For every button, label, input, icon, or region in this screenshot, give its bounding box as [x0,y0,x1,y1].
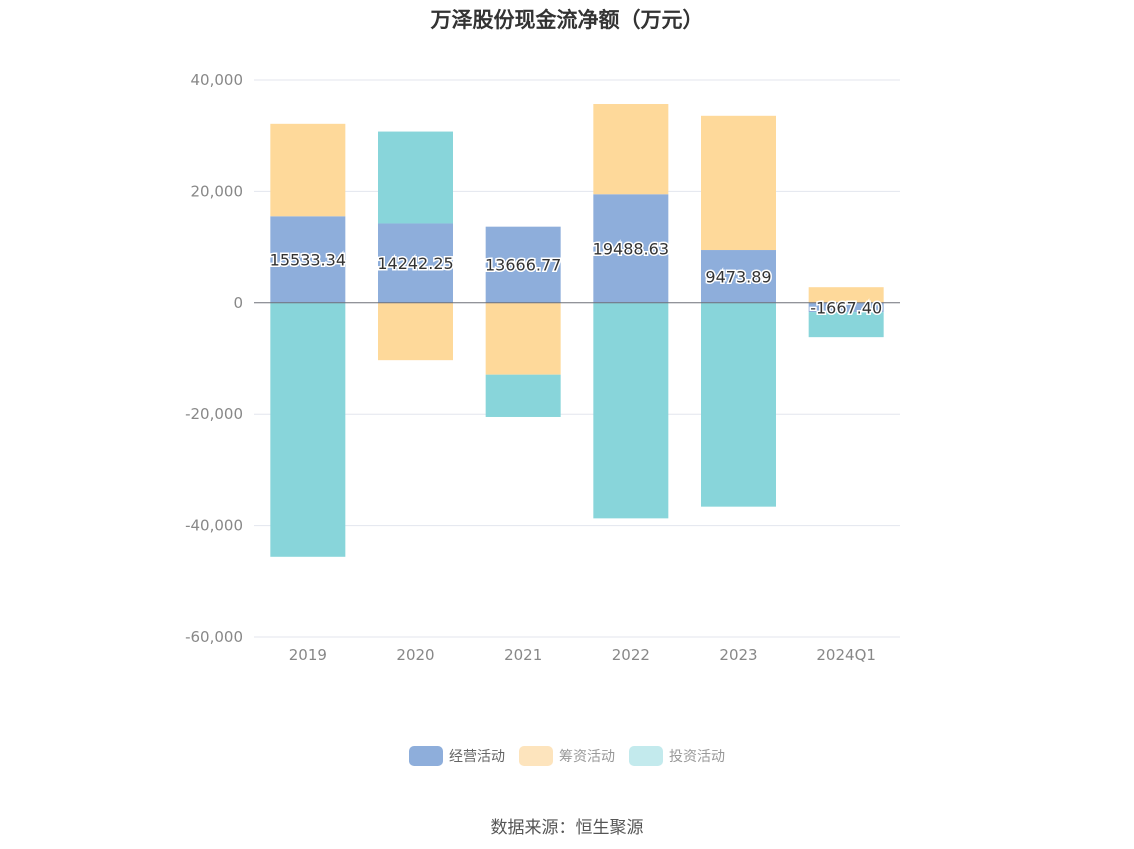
data-label: 19488.63 [593,240,669,259]
legend-swatch-financing [519,746,553,766]
bar-segment [485,226,561,303]
x-tick-label: 2024Q1 [816,646,876,664]
legend-swatch-operating [409,746,443,766]
bar-segment [378,131,453,224]
data-label: -1667.40 [810,298,882,317]
legend: 经营活动 筹资活动 投资活动 [0,746,1134,766]
bar-segment [485,374,561,417]
data-label: 9473.89 [705,267,771,286]
legend-item-financing[interactable]: 筹资活动 [519,746,615,766]
y-tick-label: 40,000 [191,71,244,89]
legend-label-financing: 筹资活动 [559,749,615,765]
x-tick-label: 2019 [289,646,327,664]
y-tick-label: 0 [233,294,243,312]
bar-segment [270,216,346,303]
bar-segment [593,104,669,195]
x-tick-label: 2022 [612,646,650,664]
bar-segment [593,302,669,519]
chart-title: 万泽股份现金流净额（万元） [430,8,704,32]
data-source: 数据来源：恒生聚源 [490,818,644,838]
legend-label-investing: 投资活动 [669,749,725,765]
bar-segment [593,194,669,303]
y-tick-label: 20,000 [191,182,244,200]
y-tick-label: -20,000 [185,405,243,423]
data-label: 14242.25 [377,254,453,273]
x-tick-label: 2023 [719,646,757,664]
bar-segment [701,250,776,303]
x-tick-label: 2020 [396,646,434,664]
bar-segment [701,115,776,251]
bar-segment [808,287,884,303]
bar-segment [485,302,561,375]
legend-item-operating[interactable]: 经营活动 [409,746,505,766]
bar-segment [701,302,776,507]
legend-item-investing[interactable]: 投资活动 [629,746,725,766]
y-tick-label: -60,000 [185,628,243,646]
bar-segment [270,302,346,557]
data-label: 13666.77 [485,256,561,275]
y-tick-label: -40,000 [185,517,243,535]
bar-segment [808,302,884,313]
data-label: 15533.34 [270,251,346,270]
bar-segment [378,223,453,303]
legend-label-operating: 经营活动 [449,749,505,765]
bar-segment [808,312,884,338]
bar-segment [270,123,346,217]
bar-segment [378,302,453,361]
x-tick-label: 2021 [504,646,542,664]
legend-swatch-investing [629,746,663,766]
